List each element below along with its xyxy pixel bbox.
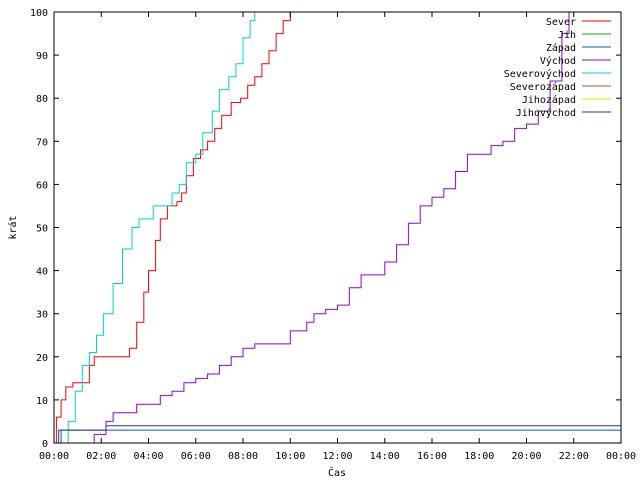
y-tick-label: 50 [36,224,48,235]
legend-label: Východ [540,55,576,67]
y-tick-label: 90 [36,51,48,62]
legend-label: Jihovýchod [516,107,576,119]
series-line-východ [91,12,570,444]
x-axis-label: Čas [328,466,346,479]
y-axis-label: krát [7,215,19,239]
x-tick-label: 18:00 [464,451,494,462]
x-tick-label: 04:00 [133,451,163,462]
y-tick-label: 10 [36,396,48,407]
x-tick-label: 10:00 [275,451,305,462]
x-tick-label: 16:00 [417,451,447,462]
x-tick-label: 02:00 [86,451,116,462]
x-tick-label: 20:00 [511,451,541,462]
legend-label: Západ [546,42,576,54]
y-tick-label: 30 [36,310,48,321]
y-tick-label: 0 [42,439,48,450]
y-tick-label: 20 [36,353,48,364]
x-tick-label: 00:00 [39,451,69,462]
legend-label: Sever [546,17,576,28]
legend-label: Severozápad [510,81,576,93]
legend-label: Jih [558,30,576,41]
legend: Sever JihZápadVýchodSeverovýchodSeverozáp… [504,17,611,119]
x-tick-label: 12:00 [322,451,352,462]
x-tick-label: 00:00 [606,451,636,462]
x-tick-label: 06:00 [181,451,211,462]
x-ticks: 00:00 02:00 04:00 06:00 08:00 10:00 12:00 14:00… [39,12,636,462]
x-tick-label: 22:00 [559,451,589,462]
y-tick-label: 40 [36,267,48,278]
y-tick-label: 80 [36,94,48,105]
legend-label: Jihozápad [522,94,576,106]
x-tick-label: 14:00 [370,451,400,462]
y-ticks: 0 10 20 30 40 50 60 70 80 90 100 [30,8,621,450]
y-tick-label: 60 [36,180,48,191]
series-line-sever [54,12,291,444]
y-tick-label: 70 [36,137,48,148]
x-tick-label: 08:00 [228,451,258,462]
series-line-severovýchod [63,12,256,444]
legend-label: Severovýchod [504,68,576,80]
y-tick-label: 100 [30,8,48,19]
